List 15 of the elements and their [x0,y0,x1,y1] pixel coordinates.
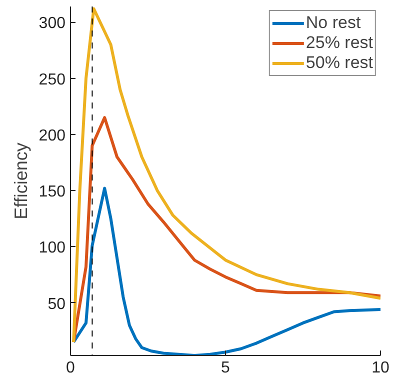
x-tick-label: 0 [66,360,76,376]
y-tick-label: 50 [48,296,66,313]
legend-label: 25% rest [306,33,373,53]
x-tick-label: 5 [221,360,230,376]
x-tick-label: 10 [372,360,390,376]
legend-label: No rest [306,13,361,33]
line-series [72,7,380,344]
y-tick-label: 250 [38,71,66,88]
line-series [72,116,380,344]
y-tick-label: 100 [38,240,66,257]
legend-label: 50% rest [306,53,373,73]
y-tick-label: 300 [38,15,66,32]
y-axis-title: Efficiency [10,142,31,220]
y-tick-label: 200 [38,127,66,144]
y-tick-label: 150 [38,184,66,201]
